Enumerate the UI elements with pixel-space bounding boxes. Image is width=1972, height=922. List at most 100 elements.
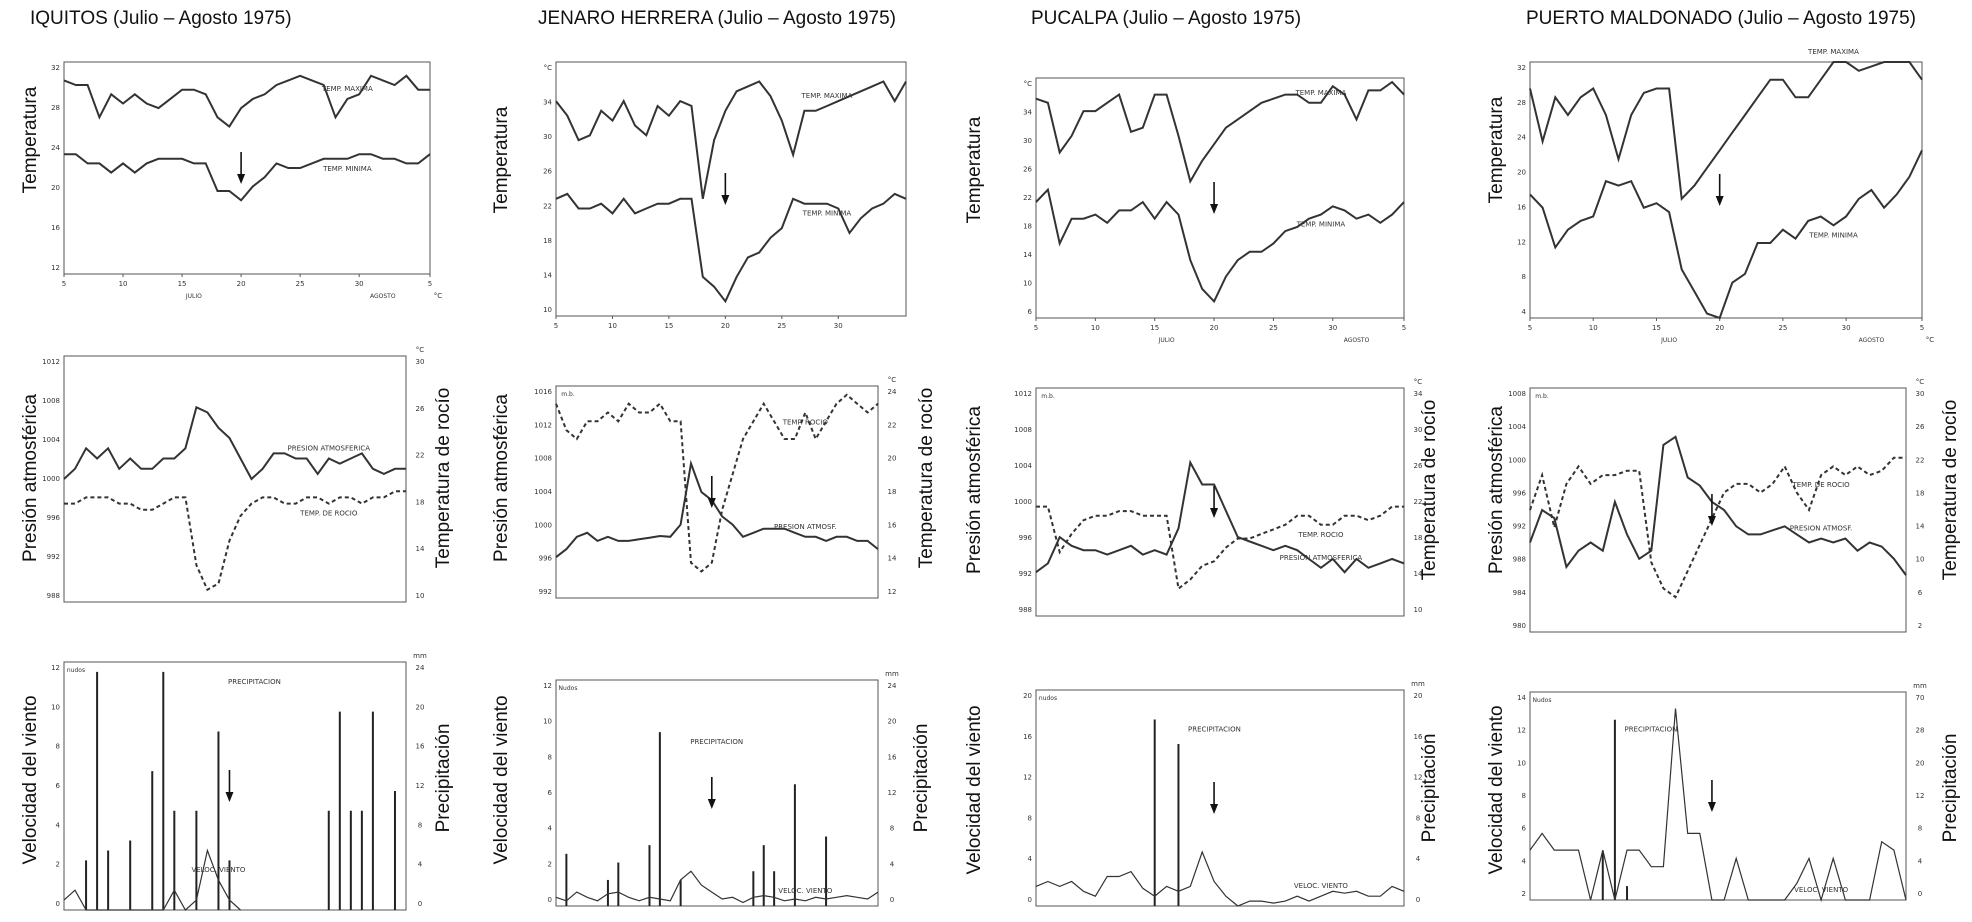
y-tick-label: 4 bbox=[1522, 308, 1527, 316]
bars-legend-label: PRECIPITACION bbox=[1624, 726, 1677, 734]
y-right-tick-label: 20 bbox=[1916, 759, 1925, 767]
y-right-tick-label: 22 bbox=[888, 421, 897, 429]
arrow-head bbox=[1210, 508, 1219, 518]
x-tick-label: 5 bbox=[1402, 324, 1406, 332]
y-left-unit-label: Nudos bbox=[559, 685, 578, 692]
x-tick-label: 5 bbox=[62, 280, 66, 288]
y-right-tick-label: 16 bbox=[888, 753, 897, 761]
x-tick-label: 5 bbox=[1920, 324, 1924, 332]
series-line-temp-minima bbox=[1035, 187, 1405, 304]
y-right-unit-label: mm bbox=[885, 670, 899, 678]
y-right-tick-label: 24 bbox=[888, 388, 897, 396]
arrow-head bbox=[225, 792, 234, 802]
y-tick-label: 8 bbox=[56, 743, 60, 751]
y-tick-label: 1004 bbox=[1508, 423, 1526, 431]
x-month-label: JULIO bbox=[1660, 337, 1677, 344]
y-right-tick-label: 2 bbox=[1918, 622, 1922, 630]
plot-frame-puerto-maldonado-pressure bbox=[1529, 387, 1907, 633]
y-left-unit-label: m.b. bbox=[1041, 393, 1055, 400]
y-tick-label: 4 bbox=[56, 821, 61, 829]
y-tick-label: 10 bbox=[543, 718, 552, 726]
x-unit-label: °C bbox=[1926, 336, 1935, 344]
y-right-tick-label: 14 bbox=[1414, 570, 1423, 578]
y-tick-label: 992 bbox=[539, 588, 552, 596]
y-tick-label: 10 bbox=[1023, 280, 1032, 288]
y-tick-label: 996 bbox=[1513, 489, 1527, 497]
y-right-tick-label: 30 bbox=[416, 358, 425, 366]
series-label: TEMP. MINIMA bbox=[322, 165, 372, 173]
y-tick-label: 1012 bbox=[42, 358, 60, 366]
y-right-unit-label: °C bbox=[416, 346, 425, 354]
y-right-tick-label: 14 bbox=[888, 555, 897, 563]
plot-frame-iquitos-wind bbox=[63, 661, 407, 911]
y-tick-label: 1000 bbox=[1014, 498, 1032, 506]
y-tick-label: 988 bbox=[47, 592, 60, 600]
series-line-temp-maxima bbox=[63, 74, 430, 128]
y-tick-label: 16 bbox=[51, 224, 60, 232]
series-line-veloc-viento bbox=[1035, 850, 1405, 907]
series-line-veloc-viento bbox=[1529, 708, 1907, 903]
arrow-head bbox=[721, 195, 730, 205]
x-month-label: JULIO bbox=[185, 293, 202, 300]
y-right-tick-label: 20 bbox=[888, 718, 897, 726]
y-tick-label: 6 bbox=[1028, 308, 1033, 316]
y-tick-label: 2 bbox=[56, 861, 60, 869]
y-tick-label: 16 bbox=[1023, 733, 1032, 741]
y-tick-label: 4 bbox=[1028, 855, 1033, 863]
y-right-tick-label: 24 bbox=[416, 664, 425, 672]
y-right-tick-label: 20 bbox=[1414, 692, 1423, 700]
y-tick-label: 30 bbox=[1023, 137, 1032, 145]
arrow-head bbox=[1210, 804, 1219, 814]
y-tick-label: 996 bbox=[47, 514, 61, 522]
y-right-tick-label: 0 bbox=[1416, 896, 1420, 904]
station-title-iquitos: IQUITOS (Julio – Agosto 1975) bbox=[30, 8, 292, 29]
y-tick-label: 28 bbox=[51, 104, 60, 112]
y-tick-label: 12 bbox=[543, 682, 552, 690]
y-left-unit-label: nudos bbox=[1039, 695, 1057, 702]
y-right-tick-label: 18 bbox=[1916, 489, 1925, 497]
series-label: PRESION ATMOSF. bbox=[774, 523, 837, 531]
series-label: TEMP. DE ROCIO bbox=[299, 510, 358, 518]
y-right-tick-label: 26 bbox=[1414, 462, 1423, 470]
y-tick-label: 22 bbox=[1023, 194, 1032, 202]
y-left-unit-label: m.b. bbox=[1535, 393, 1549, 400]
y-tick-label: 980 bbox=[1513, 622, 1526, 630]
series-line-temp-minima bbox=[64, 153, 431, 202]
y-tick-label: 984 bbox=[1513, 589, 1527, 597]
series-label: TEMP. MAXIMA bbox=[801, 92, 853, 100]
station-title-puerto-maldonado: PUERTO MALDONADO (Julio – Agosto 1975) bbox=[1526, 8, 1917, 29]
y-tick-label: 4 bbox=[548, 825, 553, 833]
y-tick-label: 992 bbox=[1019, 570, 1032, 578]
y-right-tick-label: 30 bbox=[1414, 426, 1423, 434]
y-left-unit-label: Nudos bbox=[1533, 697, 1552, 704]
y-tick-label: 8 bbox=[1522, 273, 1526, 281]
y-tick-label: 2 bbox=[1522, 890, 1526, 898]
series-label: PRESION ATMOSFERICA bbox=[1280, 554, 1363, 562]
arrow-head bbox=[1210, 204, 1219, 214]
series-line-presion-atmosferica bbox=[1035, 459, 1405, 574]
plot-frame-jenaro-herrera-pressure bbox=[555, 385, 879, 599]
y-right-unit-label: mm bbox=[413, 652, 427, 660]
y-tick-label: 10 bbox=[51, 703, 60, 711]
plot-frame-puerto-maldonado-wind bbox=[1529, 691, 1907, 901]
x-tick-label: 25 bbox=[1269, 324, 1278, 332]
y-tick-label: 6 bbox=[548, 789, 553, 797]
series-label: VELOC. VIENTO bbox=[778, 887, 832, 895]
x-tick-label: 10 bbox=[119, 280, 128, 288]
y-right-tick-label: 8 bbox=[890, 825, 894, 833]
y-tick-label: 14 bbox=[1023, 251, 1032, 259]
y-tick-label: 1008 bbox=[534, 455, 552, 463]
y-tick-label: 996 bbox=[1019, 534, 1033, 542]
x-tick-label: 30 bbox=[1842, 324, 1851, 332]
x-tick-label: 10 bbox=[1091, 324, 1100, 332]
y-tick-label: 0 bbox=[1028, 896, 1032, 904]
y-tick-label: 10 bbox=[1517, 759, 1526, 767]
y-tick-label: °C bbox=[544, 64, 553, 72]
y-tick-label: 988 bbox=[1513, 556, 1526, 564]
y-right-unit-label: °C bbox=[1916, 378, 1925, 386]
y-tick-label: 18 bbox=[1023, 223, 1032, 231]
y-tick-label: 992 bbox=[47, 553, 60, 561]
x-month-label: AGOSTO bbox=[370, 293, 396, 300]
y-right-tick-label: 4 bbox=[1416, 855, 1421, 863]
y-tick-label: 32 bbox=[51, 64, 60, 72]
